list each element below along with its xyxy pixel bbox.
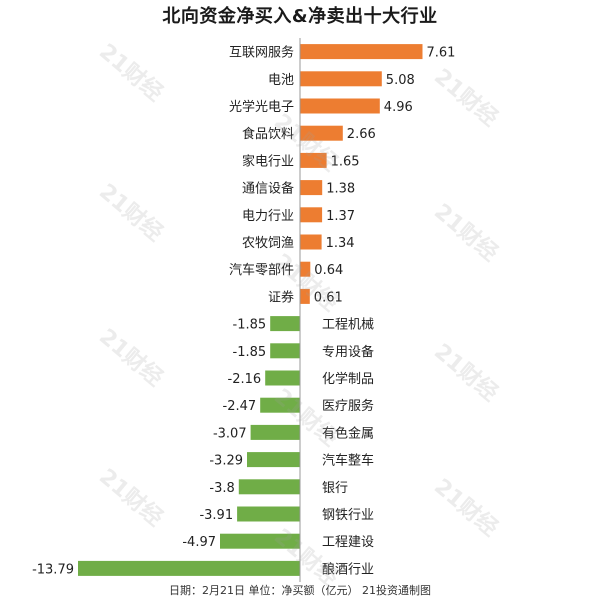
bar bbox=[265, 370, 300, 386]
bar bbox=[220, 533, 300, 549]
bar bbox=[300, 261, 311, 277]
value-label: 1.37 bbox=[326, 209, 355, 224]
category-label: 电池 bbox=[268, 73, 294, 88]
value-label: -3.8 bbox=[209, 481, 234, 496]
category-label: 银行 bbox=[322, 481, 348, 496]
bar bbox=[247, 452, 300, 468]
chart-footnote: 日期：2月21日 单位：净买额（亿元） 21投资通制图 bbox=[169, 584, 431, 597]
category-label: 光学光电子 bbox=[229, 99, 294, 115]
value-label: -3.07 bbox=[213, 426, 247, 441]
category-label: 证券 bbox=[268, 289, 294, 305]
value-label: -2.47 bbox=[223, 399, 257, 414]
value-label: -4.97 bbox=[182, 535, 216, 550]
bar bbox=[300, 288, 310, 304]
bar bbox=[300, 152, 327, 168]
value-label: -13.79 bbox=[32, 562, 74, 577]
value-label: -3.91 bbox=[199, 508, 233, 523]
bar bbox=[78, 560, 300, 576]
value-label: 2.66 bbox=[347, 127, 376, 142]
category-label: 专用设备 bbox=[322, 344, 374, 360]
chart-title: 北向资金净买入&净卖出十大行业 bbox=[162, 6, 438, 27]
category-label: 工程建设 bbox=[322, 535, 374, 550]
bar bbox=[300, 71, 382, 87]
category-label: 有色金属 bbox=[322, 425, 374, 441]
category-label: 家电行业 bbox=[242, 153, 294, 169]
bar bbox=[237, 506, 300, 522]
bar bbox=[260, 397, 300, 413]
category-label: 通信设备 bbox=[242, 181, 294, 197]
value-label: -1.85 bbox=[233, 318, 267, 333]
value-label: 1.34 bbox=[326, 236, 355, 251]
bar bbox=[300, 125, 343, 141]
category-label: 汽车零部件 bbox=[229, 262, 294, 278]
value-label: -1.85 bbox=[233, 345, 267, 360]
value-label: -3.29 bbox=[209, 454, 243, 469]
bar bbox=[300, 234, 322, 250]
bar bbox=[250, 424, 300, 440]
category-label: 互联网服务 bbox=[229, 45, 294, 61]
value-label: 0.61 bbox=[314, 290, 343, 305]
bar bbox=[300, 207, 323, 223]
bar bbox=[270, 316, 300, 332]
category-label: 酿酒行业 bbox=[322, 561, 374, 577]
bar bbox=[300, 180, 323, 196]
category-label: 工程机械 bbox=[322, 318, 374, 333]
value-label: 0.64 bbox=[314, 263, 343, 278]
value-label: 1.38 bbox=[326, 182, 355, 197]
category-label: 食品饮料 bbox=[242, 126, 294, 142]
value-label: -2.16 bbox=[228, 372, 262, 387]
category-label: 农牧饲渔 bbox=[242, 236, 294, 251]
category-label: 医疗服务 bbox=[322, 398, 374, 414]
bar bbox=[238, 479, 300, 495]
category-label: 钢铁行业 bbox=[322, 508, 374, 523]
value-label: 7.61 bbox=[427, 46, 456, 61]
bar bbox=[300, 98, 380, 114]
category-label: 化学制品 bbox=[322, 371, 374, 387]
value-label: 4.96 bbox=[384, 100, 413, 115]
bar bbox=[270, 343, 300, 359]
value-label: 5.08 bbox=[386, 73, 415, 88]
value-label: 1.65 bbox=[331, 154, 360, 169]
bar bbox=[300, 44, 423, 60]
category-label: 电力行业 bbox=[242, 209, 294, 224]
category-label: 汽车整车 bbox=[322, 453, 374, 469]
